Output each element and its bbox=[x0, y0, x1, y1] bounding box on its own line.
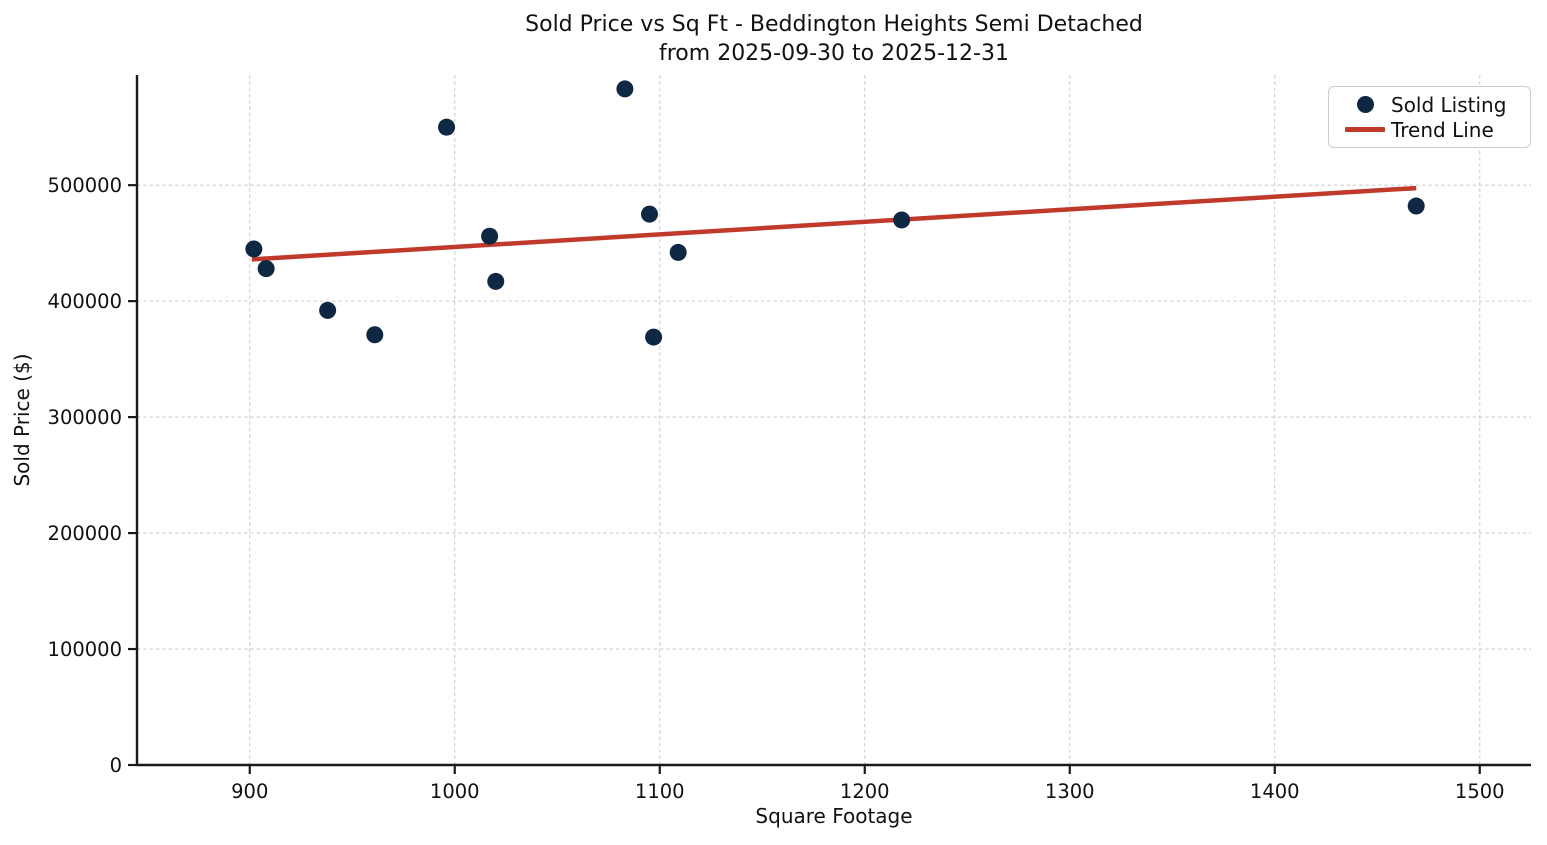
scatter-point bbox=[481, 227, 499, 245]
legend-marker-cell bbox=[1339, 127, 1391, 132]
scatter-point bbox=[616, 80, 634, 98]
x-tick-label: 1200 bbox=[840, 780, 890, 803]
legend-item-trend-line: Trend Line bbox=[1339, 117, 1524, 142]
trend-line-icon bbox=[1345, 127, 1385, 132]
scatter-point bbox=[438, 118, 456, 136]
scatter-point bbox=[319, 301, 337, 319]
scatter-dot-icon bbox=[1356, 96, 1374, 113]
legend-label-sold-listing: Sold Listing bbox=[1391, 92, 1507, 117]
scatter-point bbox=[641, 205, 658, 223]
y-tick-label: 100000 bbox=[48, 638, 122, 661]
scatter-point bbox=[1407, 197, 1425, 215]
scatter-point bbox=[257, 260, 275, 278]
scatter-point bbox=[669, 243, 687, 261]
legend-label-trend-line: Trend Line bbox=[1391, 117, 1494, 142]
x-tick-label: 1500 bbox=[1455, 780, 1505, 803]
x-tick-label: 1300 bbox=[1045, 780, 1095, 803]
y-tick-label: 500000 bbox=[48, 174, 122, 197]
scatter-point bbox=[645, 328, 663, 346]
chart-title: Sold Price vs Sq Ft - Beddington Heights… bbox=[525, 12, 1143, 37]
y-axis-label: Sold Price ($) bbox=[10, 353, 34, 487]
y-tick-label: 0 bbox=[110, 754, 122, 777]
legend-marker-cell bbox=[1339, 96, 1391, 113]
chart-subtitle: from 2025-09-30 to 2025-12-31 bbox=[659, 41, 1009, 67]
scatter-point bbox=[245, 240, 263, 258]
chart-title-block: Sold Price vs Sq Ft - Beddington Heights… bbox=[137, 10, 1531, 68]
scatter-point bbox=[487, 272, 505, 290]
scatter-point bbox=[366, 326, 384, 344]
x-axis-label: Square Footage bbox=[755, 804, 913, 828]
x-tick-label: 1100 bbox=[635, 780, 685, 803]
scatter-point bbox=[893, 211, 911, 229]
legend: Sold Listing Trend Line bbox=[1328, 86, 1531, 148]
x-tick-label: 1000 bbox=[430, 780, 480, 803]
trend-line bbox=[251, 185, 1417, 262]
y-tick-label: 200000 bbox=[48, 522, 122, 545]
y-tick-label: 400000 bbox=[48, 290, 122, 313]
y-tick-label: 300000 bbox=[48, 406, 122, 429]
x-tick-label: 900 bbox=[231, 780, 268, 803]
legend-item-sold-listing: Sold Listing bbox=[1339, 92, 1524, 117]
x-tick-label: 1400 bbox=[1250, 780, 1300, 803]
